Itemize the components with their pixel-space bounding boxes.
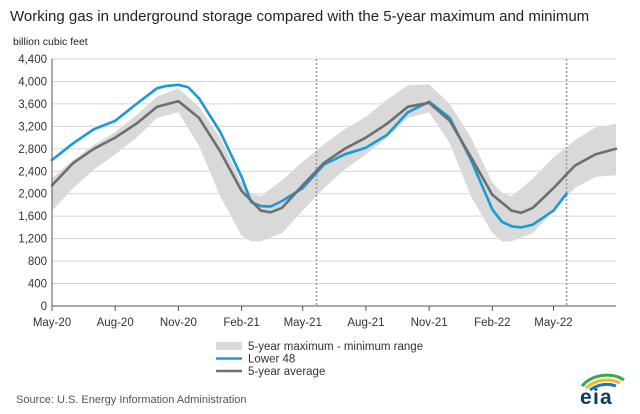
y-tick-label: 2,800: [18, 144, 47, 156]
x-tick-label: Feb-21: [223, 317, 259, 329]
y-tick-label: 4,400: [18, 54, 47, 66]
legend-swatch-range: [216, 342, 242, 350]
x-tick-label: Nov-20: [160, 317, 197, 329]
y-tick-label: 3,200: [18, 121, 47, 133]
y-tick-label: 800: [28, 256, 47, 268]
x-tick-label: Aug-21: [347, 317, 384, 329]
y-tick-label: 0: [41, 301, 47, 313]
chart-title: Working gas in underground storage compa…: [10, 8, 590, 25]
legend-label: 5-year average: [248, 366, 325, 378]
legend-label: Lower 48: [248, 354, 295, 366]
legend-label: 5-year maximum - minimum range: [248, 341, 423, 353]
svg-text:i: i: [593, 386, 599, 406]
x-tick-label: May-20: [33, 317, 71, 329]
x-tick-label: Nov-21: [411, 317, 448, 329]
range-band-layer: [52, 84, 616, 242]
eia-logo: e i a: [580, 373, 625, 406]
y-tick-label: 2,400: [18, 166, 47, 178]
source-note: Source: U.S. Energy Information Administ…: [16, 394, 247, 406]
lower48-series-line: [50, 83, 568, 229]
axes: 0 400 800 1,200 1,600 2,000 2,400 2,800 3,200 3,6…: [18, 54, 616, 329]
svg-text:a: a: [600, 386, 612, 406]
five-year-average-series-line: [50, 99, 618, 215]
x-tick-label: Feb-22: [474, 317, 510, 329]
x-tick-label: Aug-20: [97, 317, 134, 329]
y-axis-unit-label: billion cubic feet: [13, 36, 88, 48]
y-tick-label: 4,000: [18, 76, 47, 88]
x-tick-label: May-21: [284, 317, 322, 329]
gridlines: [52, 58, 616, 285]
y-tick-label: 1,600: [18, 211, 47, 223]
range-band-area: [52, 84, 616, 242]
x-tick-label: May-22: [534, 317, 572, 329]
svg-text:e: e: [580, 386, 592, 406]
y-tick-label: 1,200: [18, 234, 47, 246]
y-tick-label: 400: [28, 279, 47, 291]
vertical-marker-layer: [315, 59, 568, 306]
y-tick-label: 3,600: [18, 99, 47, 111]
series-lines-layer: [50, 83, 618, 229]
y-tick-label: 2,000: [18, 189, 47, 201]
